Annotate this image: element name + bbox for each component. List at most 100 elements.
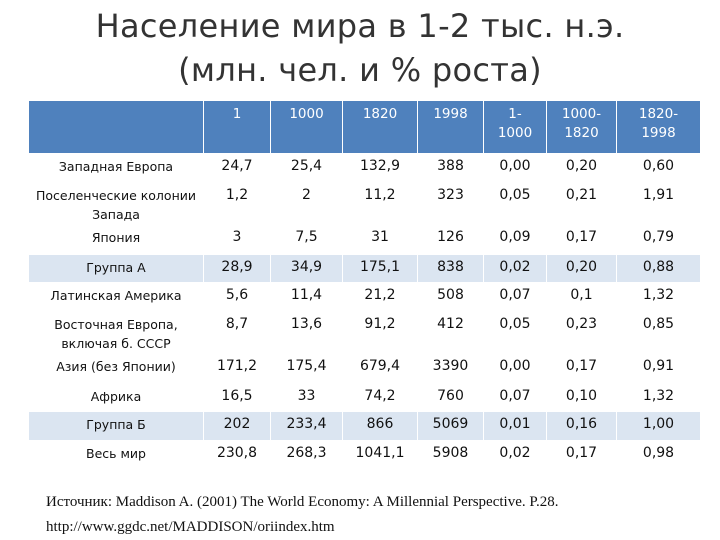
table-cell: 0,1: [546, 282, 617, 312]
table-cell: 0,88: [616, 254, 701, 283]
table-header-row: 1 1000 1820 1998 1- 1000 1000- 1820 1820- 1998: [28, 100, 701, 154]
table-cell: 0,17: [546, 353, 617, 384]
column-header-line: 1000: [289, 106, 324, 122]
row-label: Группа Б: [28, 411, 204, 441]
column-header-line: 1000: [497, 125, 533, 141]
population-table: 1 1000 1820 1998 1- 1000 1000- 1820 1820- 1998 Зап…: [28, 100, 701, 470]
table-cell: 0,16: [546, 411, 617, 441]
table-cell: 28,9: [203, 254, 271, 283]
row-label: Западная Европа: [28, 153, 204, 183]
table-cell: 0,60: [616, 153, 701, 183]
table-cell: 0,17: [546, 440, 617, 470]
table-row: Африка 16,5 33 74,2 760 0,07 0,10 1,32: [28, 383, 701, 412]
table-cell: 11,4: [270, 282, 343, 312]
table-cell: 412: [417, 311, 484, 354]
row-label: Азия (без Японии): [28, 353, 204, 384]
table-cell: 3390: [417, 353, 484, 384]
table-cell: 126: [417, 224, 484, 255]
page-title: Население мира в 1-2 тыс. н.э. (млн. чел…: [0, 4, 720, 92]
column-header: 1: [203, 100, 271, 154]
table-cell: 233,4: [270, 411, 343, 441]
title-line-2: (млн. чел. и % роста): [178, 51, 542, 89]
table-cell: 11,2: [342, 182, 418, 225]
column-header-line: 1820-: [638, 106, 679, 122]
column-header-line: 1998: [433, 106, 468, 122]
table-cell: 0,00: [483, 353, 547, 384]
table-cell: 1,32: [616, 383, 701, 412]
column-header: 1998: [417, 100, 484, 154]
table-cell: 132,9: [342, 153, 418, 183]
row-label: Восточная Европа, включая б. СССР: [28, 311, 204, 354]
row-label: Япония: [28, 224, 204, 255]
column-header: 1000: [270, 100, 343, 154]
table-cell: 8,7: [203, 311, 271, 354]
table-cell: 0,02: [483, 254, 547, 283]
column-header: 1820: [342, 100, 418, 154]
table-cell: 0,05: [483, 182, 547, 225]
table-cell: 1041,1: [342, 440, 418, 470]
table-cell: 0,07: [483, 282, 547, 312]
table-cell: 175,4: [270, 353, 343, 384]
table-cell: 0,23: [546, 311, 617, 354]
column-header-line: 1-: [508, 106, 522, 122]
table-cell: 21,2: [342, 282, 418, 312]
table-cell: 866: [342, 411, 418, 441]
table-cell: 24,7: [203, 153, 271, 183]
table-cell: 5,6: [203, 282, 271, 312]
table-cell: 1,2: [203, 182, 271, 225]
table-cell: 388: [417, 153, 484, 183]
table-cell: 74,2: [342, 383, 418, 412]
table-cell: 33: [270, 383, 343, 412]
table-cell: 16,5: [203, 383, 271, 412]
table-row: Группа Б 202 233,4 866 5069 0,01 0,16 1,00: [28, 411, 701, 441]
table-row: Группа А 28,9 34,9 175,1 838 0,02 0,20 0,88: [28, 254, 701, 283]
table-cell: 1,91: [616, 182, 701, 225]
table-cell: 5069: [417, 411, 484, 441]
table-cell: 34,9: [270, 254, 343, 283]
row-label: Латинская Америка: [28, 282, 204, 312]
table-cell: 0,00: [483, 153, 547, 183]
table-row: Западная Европа 24,7 25,4 132,9 388 0,00 0,20 0…: [28, 153, 701, 183]
source-note: Источник: Maddison A. (2001) The World E…: [46, 490, 716, 540]
table-cell: 679,4: [342, 353, 418, 384]
table-cell: 175,1: [342, 254, 418, 283]
table-cell: 1,00: [616, 411, 701, 441]
column-header-line: 1000-: [561, 106, 602, 122]
table-cell: 0,01: [483, 411, 547, 441]
table-cell: 0,85: [616, 311, 701, 354]
table-cell: 838: [417, 254, 484, 283]
table-cell: 760: [417, 383, 484, 412]
table-cell: 25,4: [270, 153, 343, 183]
table-cell: 0,91: [616, 353, 701, 384]
table-cell: 91,2: [342, 311, 418, 354]
column-header: [28, 100, 204, 154]
table-cell: 0,05: [483, 311, 547, 354]
source-citation: Источник: Maddison A. (2001) The World E…: [46, 494, 559, 510]
table-cell: 0,17: [546, 224, 617, 255]
table-cell: 5908: [417, 440, 484, 470]
table-cell: 323: [417, 182, 484, 225]
table-cell: 7,5: [270, 224, 343, 255]
row-label: Весь мир: [28, 440, 204, 470]
row-label: Поселенческие колонии Запада: [28, 182, 204, 225]
column-header: 1820- 1998: [616, 100, 701, 154]
table-cell: 31: [342, 224, 418, 255]
table-cell: 13,6: [270, 311, 343, 354]
table-cell: 0,79: [616, 224, 701, 255]
table-cell: 1,32: [616, 282, 701, 312]
table-cell: 268,3: [270, 440, 343, 470]
table-row: Поселенческие колонии Запада 1,2 2 11,2 323 0…: [28, 182, 701, 225]
table-row: Латинская Америка 5,6 11,4 21,2 508 0,07 0,1 1,…: [28, 282, 701, 312]
source-url: http://www.ggdc.net/MADDISON/oriindex.ht…: [46, 519, 335, 535]
table-cell: 0,20: [546, 153, 617, 183]
table-cell: 0,20: [546, 254, 617, 283]
column-header: 1000- 1820: [546, 100, 617, 154]
table-cell: 171,2: [203, 353, 271, 384]
row-label: Африка: [28, 383, 204, 412]
table-cell: 0,21: [546, 182, 617, 225]
table-cell: 202: [203, 411, 271, 441]
table-cell: 3: [203, 224, 271, 255]
table-cell: 2: [270, 182, 343, 225]
table-body: 1 1000 1820 1998 1- 1000 1000- 1820 1820- 1998 Зап…: [28, 100, 701, 470]
column-header: 1- 1000: [483, 100, 547, 154]
